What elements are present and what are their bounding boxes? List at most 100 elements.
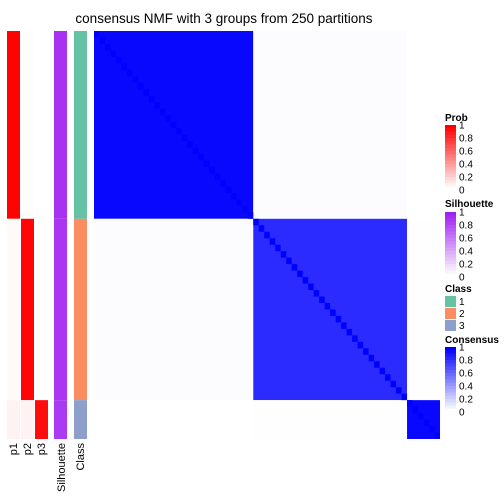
track-p3-group-3 bbox=[35, 400, 48, 439]
legend-gradient-consensus bbox=[445, 392, 456, 397]
legend-label-class-1: 1 bbox=[459, 297, 465, 308]
consensus-block-3-1 bbox=[94, 400, 254, 439]
consensus-diagonal-cell bbox=[363, 348, 369, 355]
legend-gradient-silhouette bbox=[445, 234, 456, 239]
consensus-diagonal-cell bbox=[264, 231, 270, 239]
consensus-diagonal-cell bbox=[253, 218, 259, 226]
track-class-group-3 bbox=[74, 400, 87, 439]
legend-gradient-consensus bbox=[445, 356, 456, 361]
legend-gradient-silhouette bbox=[445, 257, 456, 262]
consensus-diagonal-cell bbox=[429, 426, 435, 433]
legend-gradient-prob bbox=[445, 164, 456, 168]
track-p1-group-3 bbox=[7, 400, 20, 439]
legend-gradient-consensus bbox=[445, 350, 456, 354]
legend-gradient-consensus bbox=[445, 369, 456, 374]
legend-tick-consensus: 0.2 bbox=[459, 395, 473, 406]
annotation-tracks bbox=[7, 31, 87, 439]
legends: Prob10.80.60.40.20Silhouette10.80.60.40.… bbox=[445, 113, 499, 419]
consensus-diagonal-cell bbox=[319, 296, 325, 303]
legend-gradient-prob bbox=[445, 160, 456, 165]
legend-title-prob: Prob bbox=[445, 113, 468, 124]
legend-tick-prob: 0.8 bbox=[459, 134, 473, 145]
consensus-diagonal-cell bbox=[423, 419, 430, 427]
legend-tick-prob: 0.2 bbox=[459, 173, 473, 184]
consensus-diagonal-cell bbox=[242, 205, 248, 213]
track-p3-group-1 bbox=[35, 31, 48, 219]
legend-title-consensus: Consensus bbox=[445, 335, 499, 346]
track-p1-group-2 bbox=[7, 218, 20, 401]
legend-tick-consensus: 0.6 bbox=[459, 369, 473, 380]
consensus-diagonal-cell bbox=[269, 238, 276, 245]
consensus-diagonal-cell bbox=[225, 186, 232, 193]
legend-gradient-prob bbox=[445, 167, 456, 171]
consensus-diagonal-cell bbox=[115, 56, 122, 64]
legend-gradient-silhouette bbox=[445, 251, 456, 255]
legend-gradient-silhouette bbox=[445, 254, 456, 258]
consensus-diagonal-cell bbox=[275, 244, 281, 252]
legend-tick-silhouette: 1 bbox=[459, 208, 465, 219]
consensus-matrix bbox=[94, 31, 440, 439]
legend-gradient-prob bbox=[445, 154, 456, 158]
track-silhouette-group-1 bbox=[54, 31, 67, 219]
legend-tick-silhouette: 0.2 bbox=[459, 260, 473, 271]
track-p2-group-2 bbox=[21, 218, 34, 401]
consensus-diagonal-cell bbox=[231, 192, 237, 200]
legend-gradient-consensus bbox=[445, 389, 456, 393]
track-label-p1: p1 bbox=[8, 443, 20, 455]
consensus-diagonal-cell bbox=[187, 141, 193, 148]
legend-tick-consensus: 0.8 bbox=[459, 356, 473, 367]
legend-tick-prob: 0.6 bbox=[459, 147, 473, 158]
legend-gradient-consensus bbox=[445, 386, 456, 390]
consensus-diagonal-cell bbox=[346, 328, 353, 336]
consensus-diagonal-cell bbox=[121, 63, 127, 70]
legend-gradient-consensus bbox=[445, 408, 456, 413]
legend-gradient-consensus bbox=[445, 395, 456, 400]
consensus-diagonal-cell bbox=[154, 102, 160, 109]
consensus-diagonal-cell bbox=[324, 303, 331, 310]
consensus-diagonal-cell bbox=[297, 270, 303, 278]
legend-gradient-silhouette bbox=[445, 273, 456, 278]
legend-tick-consensus: 0 bbox=[459, 408, 465, 419]
consensus-diagonal-cell bbox=[170, 121, 177, 129]
consensus-diagonal-cell bbox=[148, 95, 155, 103]
consensus-block-2-3 bbox=[407, 218, 440, 401]
legend-gradient-prob bbox=[445, 186, 456, 191]
legend-gradient-prob bbox=[445, 173, 456, 178]
legend-gradient-silhouette bbox=[445, 260, 456, 265]
consensus-diagonal-cell bbox=[94, 31, 100, 38]
consensus-diagonal-cell bbox=[379, 367, 386, 375]
consensus-diagonal-cell bbox=[126, 69, 133, 77]
consensus-diagonal-cell bbox=[412, 406, 419, 414]
consensus-block-1-2 bbox=[253, 31, 408, 219]
consensus-diagonal-cell bbox=[203, 160, 210, 167]
consensus-block-2-1 bbox=[94, 218, 254, 401]
track-label-p3: p3 bbox=[36, 443, 48, 455]
consensus-diagonal-cell bbox=[209, 167, 215, 174]
legend-gradient-prob bbox=[445, 141, 456, 145]
legend-gradient-silhouette bbox=[445, 267, 456, 271]
legend-gradient-silhouette bbox=[445, 247, 456, 252]
consensus-diagonal-cell bbox=[181, 134, 188, 142]
legend-gradient-silhouette bbox=[445, 264, 456, 268]
consensus-diagonal-cell bbox=[302, 277, 309, 284]
legend-tick-silhouette: 0.8 bbox=[459, 221, 473, 232]
legend-gradient-prob bbox=[445, 138, 456, 142]
consensus-diagonal-cell bbox=[104, 43, 111, 51]
consensus-diagonal-cell bbox=[137, 82, 144, 90]
consensus-diagonal-cell bbox=[368, 354, 375, 362]
consensus-diagonal-cell bbox=[330, 309, 336, 316]
legend-gradient-consensus bbox=[445, 376, 456, 380]
legend-tick-silhouette: 0 bbox=[459, 273, 465, 284]
consensus-diagonal-cell bbox=[143, 89, 149, 96]
legend-gradient-silhouette bbox=[445, 221, 456, 226]
track-label-p2: p2 bbox=[22, 443, 34, 455]
consensus-diagonal-cell bbox=[247, 212, 254, 219]
legend-gradient-prob bbox=[445, 134, 456, 139]
consensus-diagonal-cell bbox=[407, 400, 413, 407]
consensus-diagonal-cell bbox=[214, 173, 221, 180]
consensus-block-1-3 bbox=[407, 31, 440, 219]
consensus-diagonal-cell bbox=[286, 257, 292, 265]
legend-gradient-consensus bbox=[445, 373, 456, 377]
legend-swatch-class-3 bbox=[445, 320, 456, 331]
legend-tick-silhouette: 0.6 bbox=[459, 234, 473, 245]
